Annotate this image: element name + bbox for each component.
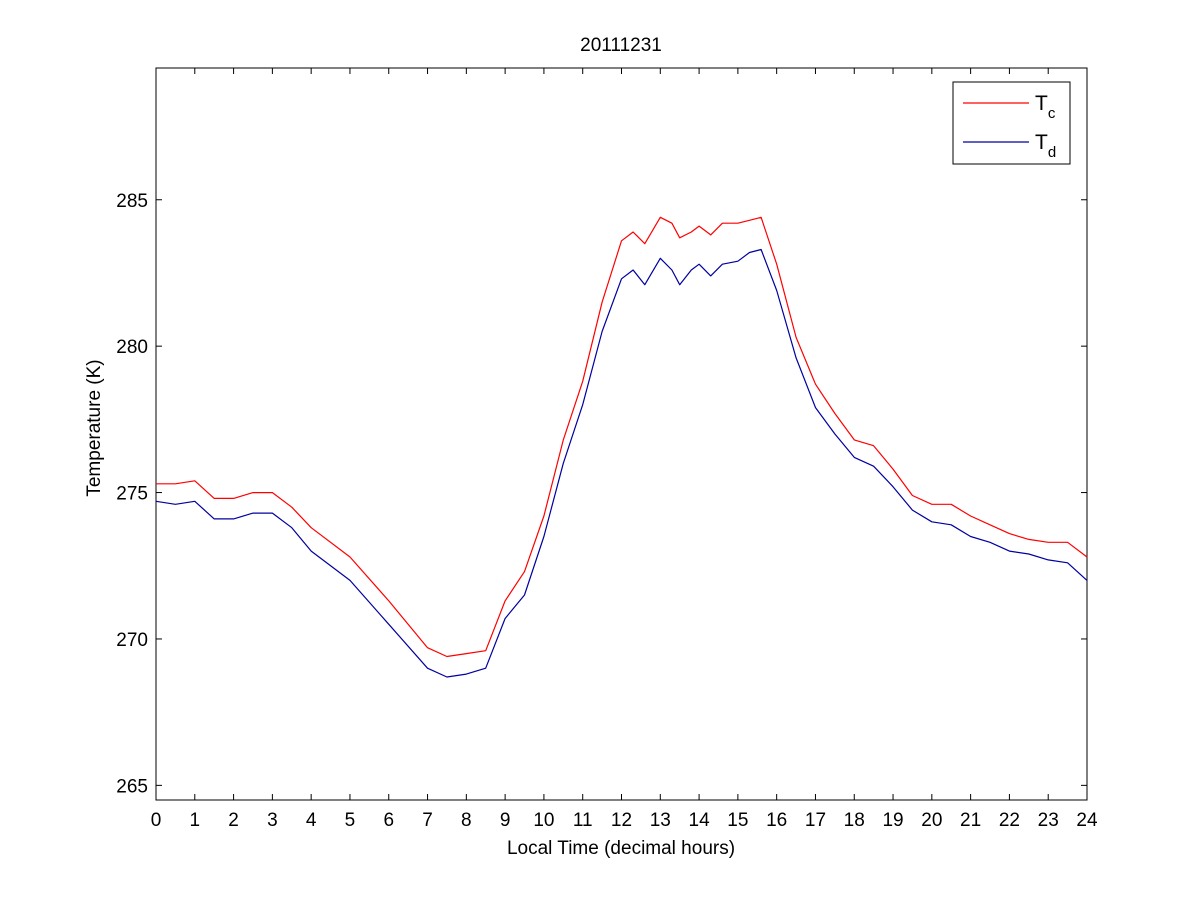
x-tick-label: 16 [766, 810, 787, 831]
y-tick-label: 275 [116, 484, 148, 505]
x-tick-label: 17 [805, 810, 826, 831]
x-tick-label: 3 [267, 810, 278, 831]
series-layer [155, 216, 1088, 678]
x-tick-label: 22 [999, 810, 1020, 831]
series-line-T_c [156, 216, 1088, 658]
legend-label-T_d: Td [1035, 131, 1056, 161]
x-tick-label: 10 [533, 810, 554, 831]
legend: Tc Td [952, 81, 1071, 165]
x-tick-label: 20 [921, 810, 942, 831]
x-tick-label: 13 [650, 810, 671, 831]
x-tick-label: 21 [960, 810, 981, 831]
x-tick-label: 18 [844, 810, 865, 831]
x-tick-label: 6 [383, 810, 394, 831]
x-tick-label: 14 [689, 810, 711, 831]
x-tick-label: 4 [306, 810, 317, 831]
plot-area: 0 1 2 3 4 5 6 7 8 9 10 11 12 13 14 15 16 17 18 19 20 21 22 23 24… [116, 67, 1098, 831]
axes-box [155, 67, 1088, 801]
y-tick-label: 265 [116, 776, 148, 797]
x-tick-label: 8 [461, 810, 472, 831]
x-tick-label: 19 [882, 810, 903, 831]
x-tick-label: 5 [345, 810, 356, 831]
ticks-layer: 0 1 2 3 4 5 6 7 8 9 10 11 12 13 14 15 16 17 18 19 20 21 22 23 24… [116, 68, 1098, 831]
x-tick-label: 24 [1076, 810, 1098, 831]
x-tick-label: 12 [611, 810, 632, 831]
y-tick-label: 280 [116, 337, 148, 358]
x-axis-label: Local Time (decimal hours) [507, 838, 735, 859]
y-tick-label: 285 [116, 191, 148, 212]
x-tick-label: 23 [1038, 810, 1059, 831]
y-tick-label: 270 [116, 630, 148, 651]
x-tick-label: 1 [190, 810, 201, 831]
x-tick-label: 15 [727, 810, 748, 831]
x-tick-label: 9 [500, 810, 511, 831]
x-tick-label: 7 [422, 810, 433, 831]
series-line-T_d [155, 248, 1088, 678]
legend-box [952, 81, 1071, 165]
y-axis-label: Temperature (K) [84, 359, 105, 496]
x-tick-label: 11 [573, 810, 593, 831]
x-tick-label: 0 [151, 810, 162, 831]
chart-title: 20111231 [580, 35, 662, 56]
legend-label-T_c: Tc [1035, 92, 1056, 122]
x-tick-label: 2 [228, 810, 239, 831]
